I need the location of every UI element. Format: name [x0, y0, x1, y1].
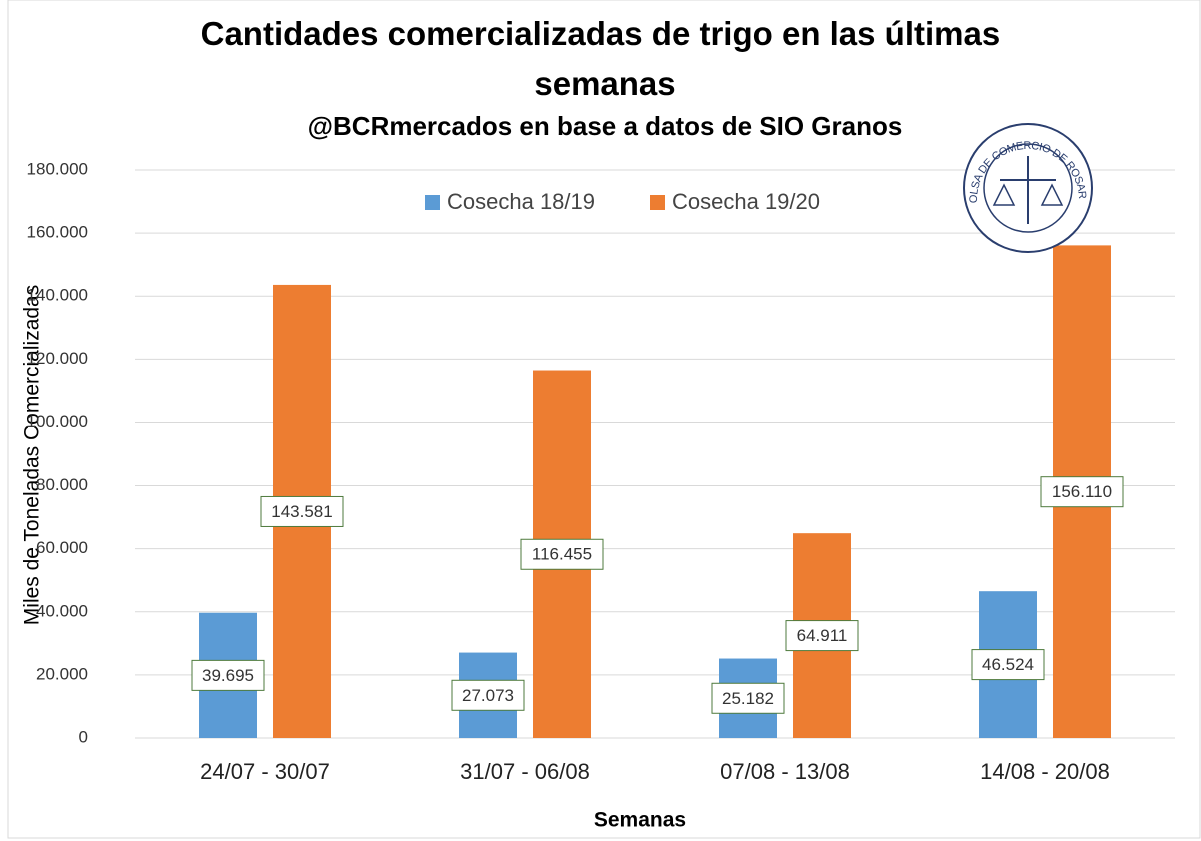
chart-title: Cantidades comercializadas de trigo en l… [201, 15, 1010, 102]
value-label: 25.182 [722, 689, 774, 708]
value-label-box [191, 659, 265, 691]
chart-subtitle: @BCRmercados en base a datos de SIO Gran… [308, 111, 903, 141]
value-label-box [260, 495, 344, 527]
value-label: 64.911 [797, 626, 848, 645]
x-tick-label: 24/07 - 30/07 [200, 759, 330, 784]
logo-scales [992, 183, 1064, 206]
value-label: 46.524 [982, 655, 1034, 674]
x-tick-label: 07/08 - 13/08 [720, 759, 850, 784]
y-tick-label: 40.000 [36, 601, 88, 620]
y-tick-label: 60.000 [36, 538, 88, 557]
value-label: 27.073 [462, 686, 514, 705]
value-label: 39.695 [202, 666, 254, 685]
logo-inner [983, 143, 1073, 233]
y-tick-label: 0 [79, 727, 88, 746]
y-tick-label: 160.000 [27, 223, 88, 242]
value-label: 156.110 [1052, 482, 1112, 501]
value-label-box [1040, 476, 1124, 508]
chart-title-line: Cantidades comercializadas de trigo en l… [201, 15, 1010, 52]
y-axis-title: Miles de Toneladas Comercializadas [21, 285, 44, 625]
chart-border [7, 0, 1201, 839]
legend-swatch [650, 195, 665, 210]
value-label-box [451, 679, 525, 711]
value-label-box [711, 682, 785, 714]
y-tick-label: 80.000 [36, 475, 88, 494]
value-label-box [971, 649, 1045, 681]
y-tick-label: 120.000 [27, 349, 88, 368]
y-tick-label: 180.000 [27, 159, 88, 178]
x-tick-label: 31/07 - 06/08 [460, 759, 590, 784]
y-tick-label: 100.000 [27, 412, 88, 431]
legend-label: Cosecha 18/19 [447, 189, 595, 214]
x-tick-label: 14/08 - 20/08 [980, 759, 1110, 784]
x-axis-title: Semanas [594, 809, 686, 832]
value-label: 116.455 [532, 545, 592, 564]
value-label-box [520, 538, 604, 570]
y-tick-label: 20.000 [36, 664, 88, 683]
legend-label: Cosecha 19/20 [672, 189, 820, 214]
value-label: 143.581 [271, 502, 332, 521]
legend-swatch [425, 195, 440, 210]
chart-title-line: semanas [534, 65, 675, 102]
y-tick-label: 140.000 [27, 286, 88, 305]
value-label-box [785, 620, 859, 652]
